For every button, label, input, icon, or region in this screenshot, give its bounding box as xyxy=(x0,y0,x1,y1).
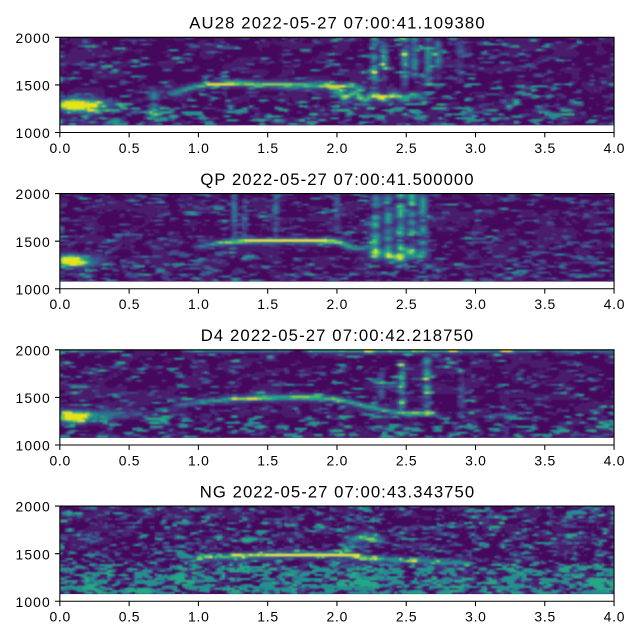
svg-text:0.5: 0.5 xyxy=(119,609,140,625)
svg-text:1500: 1500 xyxy=(16,546,50,562)
svg-text:4.0: 4.0 xyxy=(604,609,625,625)
svg-text:2.0: 2.0 xyxy=(327,140,348,156)
svg-text:3.0: 3.0 xyxy=(465,140,486,156)
svg-text:0.0: 0.0 xyxy=(49,452,70,468)
svg-text:0.5: 0.5 xyxy=(119,452,140,468)
svg-text:1.5: 1.5 xyxy=(257,452,278,468)
svg-text:1.0: 1.0 xyxy=(188,140,209,156)
svg-text:2.5: 2.5 xyxy=(396,452,417,468)
svg-text:1.5: 1.5 xyxy=(257,609,278,625)
svg-text:4.0: 4.0 xyxy=(604,140,625,156)
svg-text:1000: 1000 xyxy=(16,594,50,610)
svg-text:3.0: 3.0 xyxy=(465,609,486,625)
svg-text:2000: 2000 xyxy=(16,499,50,515)
svg-text:4.0: 4.0 xyxy=(604,452,625,468)
svg-text:0.0: 0.0 xyxy=(49,296,70,312)
svg-text:2000: 2000 xyxy=(16,30,50,46)
svg-text:0.0: 0.0 xyxy=(49,140,70,156)
svg-text:NG 2022-05-27 07:00:43.343750: NG 2022-05-27 07:00:43.343750 xyxy=(200,482,474,501)
svg-text:QP 2022-05-27 07:00:41.500000: QP 2022-05-27 07:00:41.500000 xyxy=(200,170,473,189)
svg-text:2.5: 2.5 xyxy=(396,296,417,312)
svg-text:1.0: 1.0 xyxy=(188,296,209,312)
svg-text:3.5: 3.5 xyxy=(534,140,555,156)
svg-text:0.5: 0.5 xyxy=(119,296,140,312)
svg-text:2000: 2000 xyxy=(16,342,50,358)
svg-text:1000: 1000 xyxy=(16,438,50,454)
svg-text:1500: 1500 xyxy=(16,234,50,250)
svg-text:2.5: 2.5 xyxy=(396,609,417,625)
svg-text:1500: 1500 xyxy=(16,390,50,406)
svg-text:1500: 1500 xyxy=(16,78,50,94)
svg-text:1.5: 1.5 xyxy=(257,296,278,312)
svg-text:4.0: 4.0 xyxy=(604,296,625,312)
svg-text:1000: 1000 xyxy=(16,125,50,141)
svg-text:1.5: 1.5 xyxy=(257,140,278,156)
svg-text:3.5: 3.5 xyxy=(534,452,555,468)
svg-text:2.0: 2.0 xyxy=(327,296,348,312)
svg-text:3.5: 3.5 xyxy=(534,296,555,312)
svg-text:1.0: 1.0 xyxy=(188,609,209,625)
svg-text:3.0: 3.0 xyxy=(465,296,486,312)
svg-text:2.0: 2.0 xyxy=(327,452,348,468)
svg-text:AU28 2022-05-27 07:00:41.10938: AU28 2022-05-27 07:00:41.109380 xyxy=(189,14,484,33)
svg-text:D4 2022-05-27 07:00:42.218750: D4 2022-05-27 07:00:42.218750 xyxy=(201,326,474,345)
svg-text:3.0: 3.0 xyxy=(465,452,486,468)
svg-text:2000: 2000 xyxy=(16,186,50,202)
svg-text:3.5: 3.5 xyxy=(534,609,555,625)
svg-text:2.0: 2.0 xyxy=(327,609,348,625)
svg-text:1000: 1000 xyxy=(16,281,50,297)
svg-text:0.5: 0.5 xyxy=(119,140,140,156)
svg-text:0.0: 0.0 xyxy=(49,609,70,625)
svg-text:1.0: 1.0 xyxy=(188,452,209,468)
svg-text:2.5: 2.5 xyxy=(396,140,417,156)
